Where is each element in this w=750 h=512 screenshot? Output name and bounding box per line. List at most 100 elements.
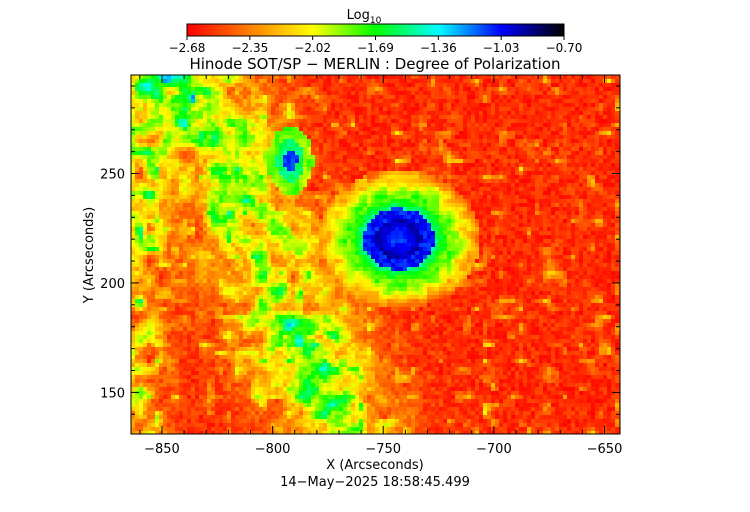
heatmap-cell — [555, 111, 560, 116]
heatmap-cell — [391, 199, 396, 204]
heatmap-cell — [575, 151, 580, 156]
heatmap-cell — [255, 87, 260, 92]
heatmap-cell — [403, 219, 408, 224]
heatmap-cell — [131, 175, 136, 180]
heatmap-cell — [431, 231, 436, 236]
heatmap-cell — [143, 111, 148, 116]
heatmap-cell — [279, 151, 284, 156]
heatmap-cell — [387, 167, 392, 172]
heatmap-cell — [499, 135, 504, 140]
heatmap-cell — [327, 143, 332, 148]
heatmap-cell — [259, 115, 264, 120]
heatmap-cell — [551, 211, 556, 216]
heatmap-cell — [243, 95, 248, 100]
heatmap-cell — [551, 103, 556, 108]
heatmap-cell — [391, 207, 396, 212]
heatmap-cell — [251, 215, 256, 220]
heatmap-cell — [303, 111, 308, 116]
heatmap-cell — [207, 119, 212, 124]
heatmap-cell — [195, 99, 200, 104]
heatmap-cell — [579, 111, 584, 116]
heatmap-cell — [295, 231, 300, 236]
heatmap-cell — [435, 151, 440, 156]
heatmap-cell — [267, 107, 272, 112]
heatmap-cell — [539, 223, 544, 228]
heatmap-cell — [219, 231, 224, 236]
heatmap-cell — [335, 147, 340, 152]
heatmap-cell — [331, 143, 336, 148]
heatmap-cell — [503, 131, 508, 136]
heatmap-cell — [475, 203, 480, 208]
heatmap-cell — [387, 135, 392, 140]
heatmap-cell — [247, 223, 252, 228]
heatmap-cell — [411, 215, 416, 220]
heatmap-cell — [535, 119, 540, 124]
heatmap-cell — [375, 83, 380, 88]
heatmap-cell — [547, 175, 552, 180]
heatmap-cell — [267, 195, 272, 200]
heatmap-cell — [191, 223, 196, 228]
heatmap-cell — [163, 223, 168, 228]
heatmap-cell — [259, 191, 264, 196]
heatmap-cell — [231, 223, 236, 228]
heatmap-cell — [227, 83, 232, 88]
heatmap-cell — [151, 223, 156, 228]
heatmap-cell — [275, 175, 280, 180]
heatmap-cell — [447, 155, 452, 160]
heatmap-cell — [363, 151, 368, 156]
heatmap-cell — [563, 127, 568, 132]
heatmap-cell — [191, 131, 196, 136]
heatmap-cell — [187, 191, 192, 196]
heatmap-cell — [539, 123, 544, 128]
heatmap-cell — [267, 183, 272, 188]
heatmap-cell — [447, 223, 452, 228]
heatmap-cell — [167, 131, 172, 136]
heatmap-cell — [435, 135, 440, 140]
heatmap-cell — [271, 95, 276, 100]
heatmap-cell — [479, 231, 484, 236]
heatmap-cell — [299, 175, 304, 180]
heatmap-cell — [171, 151, 176, 156]
heatmap-cell — [239, 151, 244, 156]
heatmap-cell — [363, 139, 368, 144]
heatmap-cell — [139, 147, 144, 152]
heatmap-cell — [167, 199, 172, 204]
heatmap-cell — [495, 207, 500, 212]
heatmap-cell — [467, 83, 472, 88]
heatmap-cell — [411, 79, 416, 84]
heatmap-cell — [351, 115, 356, 120]
heatmap-cell — [351, 187, 356, 192]
heatmap-cell — [459, 143, 464, 148]
heatmap-cell — [611, 79, 616, 84]
heatmap-cell — [151, 235, 156, 240]
heatmap-cell — [287, 95, 292, 100]
heatmap-cell — [259, 87, 264, 92]
heatmap-cell — [551, 223, 556, 228]
heatmap-cell — [515, 87, 520, 92]
heatmap-cell — [427, 211, 432, 216]
heatmap-cell — [331, 147, 336, 152]
heatmap-cell — [375, 175, 380, 180]
heatmap-cell — [139, 111, 144, 116]
heatmap-cell — [231, 131, 236, 136]
heatmap-cell — [243, 211, 248, 216]
heatmap-cell — [355, 195, 360, 200]
heatmap-cell — [399, 83, 404, 88]
heatmap-cell — [227, 167, 232, 172]
heatmap-cell — [443, 127, 448, 132]
heatmap-cell — [419, 199, 424, 204]
heatmap-cell — [255, 103, 260, 108]
heatmap-cell — [435, 167, 440, 172]
heatmap-cell — [251, 123, 256, 128]
heatmap-cell — [303, 79, 308, 84]
heatmap-cell — [463, 171, 468, 176]
heatmap-cell — [375, 127, 380, 132]
heatmap-cell — [179, 87, 184, 92]
heatmap-cell — [451, 95, 456, 100]
heatmap-cell — [443, 123, 448, 128]
heatmap-cell — [563, 155, 568, 160]
heatmap-cell — [351, 159, 356, 164]
heatmap-cell — [319, 207, 324, 212]
heatmap-cell — [175, 151, 180, 156]
heatmap-cell — [155, 139, 160, 144]
